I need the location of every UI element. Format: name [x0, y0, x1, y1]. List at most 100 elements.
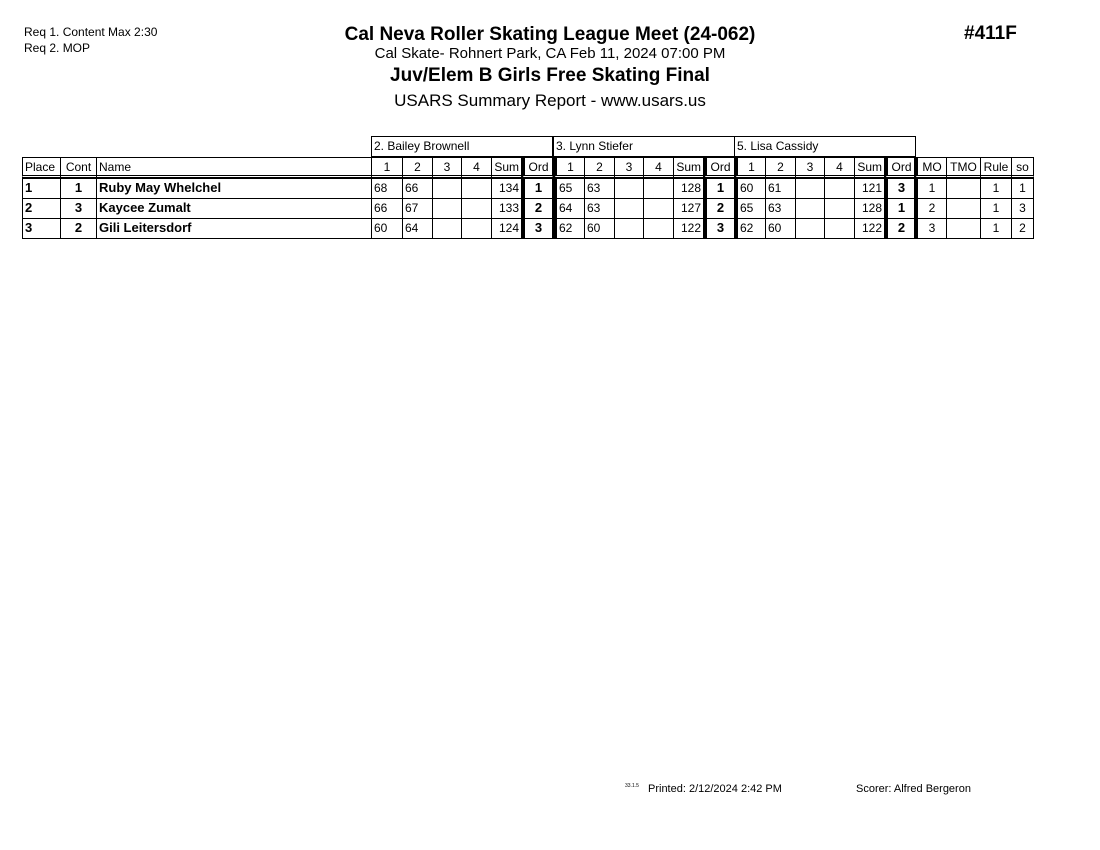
- judge-score: [432, 198, 462, 219]
- judge-score: 128: [854, 198, 885, 219]
- header-score-2: 3: [614, 157, 644, 178]
- judge-score: 133: [491, 198, 522, 219]
- judge-score: [614, 218, 644, 239]
- judge-score: 127: [673, 198, 704, 219]
- judge-score: 66: [402, 178, 433, 199]
- judge-score: 2: [884, 218, 916, 239]
- header-score-2: 3: [795, 157, 825, 178]
- judge-score: 60: [371, 218, 403, 239]
- tmo-cell: [946, 178, 981, 199]
- event-number: #411F: [964, 23, 1017, 44]
- meet-title: Cal Neva Roller Skating League Meet (24-…: [344, 24, 756, 45]
- mo-cell: 2: [914, 198, 947, 219]
- judge-score: 60: [734, 178, 766, 199]
- header-mo: MO: [914, 157, 947, 178]
- judge-score: 63: [584, 178, 615, 199]
- header-score-3: 4: [643, 157, 674, 178]
- tmo-cell: [946, 198, 981, 219]
- judge-score: 2: [703, 198, 735, 219]
- event-name: Juv/Elem B Girls Free Skating Final: [390, 65, 710, 86]
- place-cell: 2: [22, 198, 61, 219]
- header-score-2: 3: [432, 157, 462, 178]
- rule-cell: 1: [980, 198, 1012, 219]
- header-score-3: 4: [824, 157, 855, 178]
- judge-score: 65: [553, 178, 585, 199]
- judge-score: 1: [884, 198, 916, 219]
- judge-score: [461, 178, 492, 199]
- requirement-1: Req 1. Content Max 2:30: [24, 25, 158, 39]
- judge-score: [795, 198, 825, 219]
- header-score-4: Sum: [491, 157, 522, 178]
- judge-score: [824, 218, 855, 239]
- cont-cell: 3: [60, 198, 97, 219]
- judge-score: 3: [703, 218, 735, 239]
- rule-cell: 1: [980, 178, 1012, 199]
- header-score-4: Sum: [673, 157, 704, 178]
- judge-score: 62: [734, 218, 766, 239]
- so-cell: 1: [1011, 178, 1034, 199]
- judge-score: [643, 218, 674, 239]
- mo-cell: 3: [914, 218, 947, 239]
- version-label: 33.1.5: [625, 783, 639, 789]
- header-cont: Cont: [60, 157, 97, 178]
- judge-score: [432, 218, 462, 239]
- judge-score: [795, 218, 825, 239]
- header-score-1: 2: [584, 157, 615, 178]
- so-cell: 3: [1011, 198, 1034, 219]
- judge-score: [824, 198, 855, 219]
- header-tmo: TMO: [946, 157, 981, 178]
- judge-score: [461, 218, 492, 239]
- judge-score: 122: [673, 218, 704, 239]
- judge-score: 3: [521, 218, 553, 239]
- so-cell: 2: [1011, 218, 1034, 239]
- requirement-2: Req 2. MOP: [24, 41, 91, 55]
- judge-score: [643, 198, 674, 219]
- mo-cell: 1: [914, 178, 947, 199]
- place-cell: 1: [22, 178, 61, 199]
- judge-score: 3: [884, 178, 916, 199]
- scorer-name: Scorer: Alfred Bergeron: [856, 783, 971, 795]
- judge-header: 3. Lynn Stiefer: [553, 136, 735, 157]
- judge-score: 1: [521, 178, 553, 199]
- header-score-1: 2: [402, 157, 433, 178]
- judge-score: 60: [584, 218, 615, 239]
- judge-score: 61: [765, 178, 796, 199]
- skater-name: Gili Leitersdorf: [96, 218, 372, 239]
- header-score-1: 2: [765, 157, 796, 178]
- header-score-5: Ord: [521, 157, 553, 178]
- skater-name: Ruby May Whelchel: [96, 178, 372, 199]
- judge-score: 64: [553, 198, 585, 219]
- header-score-5: Ord: [884, 157, 916, 178]
- skater-name: Kaycee Zumalt: [96, 198, 372, 219]
- judge-score: [614, 198, 644, 219]
- judge-score: 63: [584, 198, 615, 219]
- header-score-4: Sum: [854, 157, 885, 178]
- judge-score: 67: [402, 198, 433, 219]
- judge-score: 62: [553, 218, 585, 239]
- place-cell: 3: [22, 218, 61, 239]
- rule-cell: 1: [980, 218, 1012, 239]
- judge-score: 1: [703, 178, 735, 199]
- judge-score: [795, 178, 825, 199]
- judge-score: 63: [765, 198, 796, 219]
- cont-cell: 2: [60, 218, 97, 239]
- judge-score: 122: [854, 218, 885, 239]
- judge-score: 124: [491, 218, 522, 239]
- judge-score: 128: [673, 178, 704, 199]
- header-rule: Rule: [980, 157, 1012, 178]
- judge-score: 68: [371, 178, 403, 199]
- judge-score: 2: [521, 198, 553, 219]
- header-so: so: [1011, 157, 1034, 178]
- judge-score: 66: [371, 198, 403, 219]
- judge-score: 121: [854, 178, 885, 199]
- header-score-0: 1: [371, 157, 403, 178]
- judge-score: 60: [765, 218, 796, 239]
- report-title: USARS Summary Report - www.usars.us: [394, 91, 706, 110]
- tmo-cell: [946, 218, 981, 239]
- judge-header: 5. Lisa Cassidy: [734, 136, 916, 157]
- printed-timestamp: Printed: 2/12/2024 2:42 PM: [648, 783, 782, 795]
- header-name: Name: [96, 157, 372, 178]
- header-score-0: 1: [734, 157, 766, 178]
- judge-score: [824, 178, 855, 199]
